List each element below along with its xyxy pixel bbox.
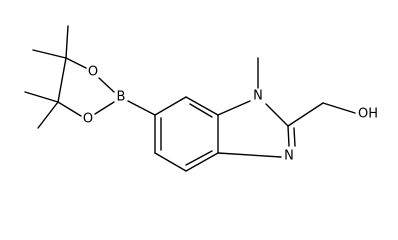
atom-label: N: [284, 149, 294, 164]
atom-label: N: [253, 89, 263, 104]
atom-label: O: [88, 65, 98, 80]
atom-label: OH: [358, 107, 378, 122]
bonds: [24, 25, 356, 172]
atom-label: B: [117, 90, 126, 105]
structure-diagram: N N OH B O O: [24, 25, 378, 172]
atom-label: O: [83, 112, 93, 127]
